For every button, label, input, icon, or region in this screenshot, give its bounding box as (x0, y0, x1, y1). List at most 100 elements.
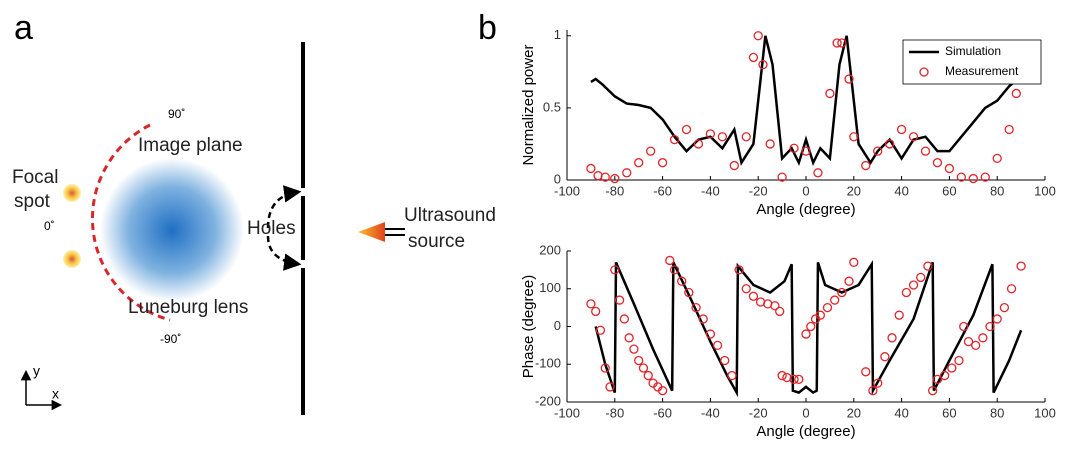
source-label: source (408, 231, 465, 252)
legend-label: Measurement (945, 64, 1019, 78)
measurement-marker (770, 301, 780, 311)
measurement-marker (880, 352, 890, 362)
x-tick-label: 0 (802, 405, 809, 420)
x-tick-label: 60 (942, 183, 956, 198)
source-cone (358, 222, 385, 242)
measurement-marker (896, 124, 907, 135)
measurement-marker (753, 31, 763, 41)
lens-label: Luneburg lens (128, 297, 248, 318)
measurement-marker (825, 88, 835, 99)
source-label: Ultrasound (404, 205, 496, 226)
measurement-marker (600, 363, 610, 373)
measurement-marker (693, 139, 704, 149)
focal-spot (63, 184, 81, 202)
panel-label: b (478, 9, 497, 47)
measurement-marker (600, 172, 610, 182)
x-tick-label: 60 (942, 405, 956, 420)
measurement-marker (586, 163, 596, 174)
x-tick-label: 40 (894, 183, 908, 198)
y-tick-label: 0.5 (543, 99, 561, 114)
measurement-marker (968, 173, 978, 184)
x-tick-label: 100 (1034, 183, 1056, 198)
measurement-marker (610, 265, 620, 275)
measurement-marker (1004, 124, 1014, 135)
measurement-marker (669, 265, 680, 275)
measurement-marker (837, 38, 847, 48)
measurement-marker (657, 386, 668, 396)
measurement-marker (634, 158, 644, 168)
measurement-marker (758, 59, 768, 70)
measurement-marker (734, 265, 744, 275)
measurement-marker (844, 276, 854, 286)
measurement-marker (712, 340, 723, 351)
measurement-marker (999, 302, 1010, 313)
measurement-marker (954, 355, 964, 366)
measurement-marker (923, 261, 933, 271)
y-axis-label: Normalized power (520, 45, 537, 166)
measurement-marker (1011, 88, 1021, 99)
measurement-marker (794, 374, 804, 385)
measurement-marker (610, 173, 620, 184)
measurement-marker (698, 314, 708, 324)
measurement-marker (619, 314, 630, 324)
measurement-marker (657, 158, 668, 168)
measurement-marker (908, 280, 919, 290)
measurement-marker (748, 52, 759, 63)
measurement-marker (920, 146, 931, 156)
y-tick-label: 1 (554, 27, 561, 42)
measurement-marker (868, 386, 878, 396)
measurement-marker (614, 295, 625, 305)
x-tick-label: -40 (701, 405, 720, 420)
axis-label: y (33, 363, 40, 379)
measurement-marker (705, 129, 716, 139)
measurement-marker (956, 172, 966, 182)
measurement-marker (985, 321, 995, 332)
measurement-marker (748, 291, 759, 301)
measurement-marker (873, 378, 883, 388)
measurement-marker (705, 329, 716, 339)
x-tick-label: 80 (990, 405, 1004, 420)
focal-spot (63, 250, 81, 268)
measurement-marker (643, 370, 653, 381)
measurement-marker (677, 276, 687, 286)
x-tick-label: 80 (990, 183, 1004, 198)
measurement-marker (595, 325, 606, 335)
measurement-marker (691, 302, 701, 313)
x-tick-label: 40 (894, 405, 908, 420)
measurement-marker (624, 333, 634, 343)
x-tick-label: 100 (1034, 405, 1056, 420)
x-tick-label: -80 (605, 405, 624, 420)
measurement-marker (684, 287, 694, 298)
x-tick-label: -60 (653, 183, 672, 198)
measurement-marker (939, 370, 950, 381)
measurement-marker (815, 310, 825, 320)
x-tick-label: -80 (605, 183, 624, 198)
panel-label: a (14, 9, 33, 47)
measurement-marker (681, 124, 692, 135)
measurement-marker (605, 382, 615, 392)
measurement-marker (944, 163, 955, 174)
measurement-marker (801, 329, 811, 339)
x-tick-label: 0 (802, 183, 809, 198)
x-tick-label: 20 (847, 183, 861, 198)
image-plane-arc (90, 123, 171, 322)
measurement-marker (629, 344, 639, 354)
x-tick-label: -20 (749, 405, 768, 420)
measurement-marker (844, 74, 854, 84)
measurement-marker (861, 160, 871, 171)
measurement-marker (622, 168, 632, 178)
legend-box (902, 39, 1042, 85)
x-tick-label: -20 (749, 183, 768, 198)
measurement-marker (963, 336, 974, 347)
measurement-marker (849, 132, 859, 142)
x-tick-label: -60 (653, 405, 672, 420)
measurement-marker (801, 146, 811, 156)
legend-label: Simulation (945, 44, 1001, 58)
measurement-marker (813, 168, 823, 178)
measurement-marker (830, 295, 840, 305)
angle-label: 0˚ (44, 219, 55, 233)
legend-swatch (919, 67, 929, 77)
measurement-marker (837, 287, 847, 298)
measurement-marker (901, 287, 912, 298)
